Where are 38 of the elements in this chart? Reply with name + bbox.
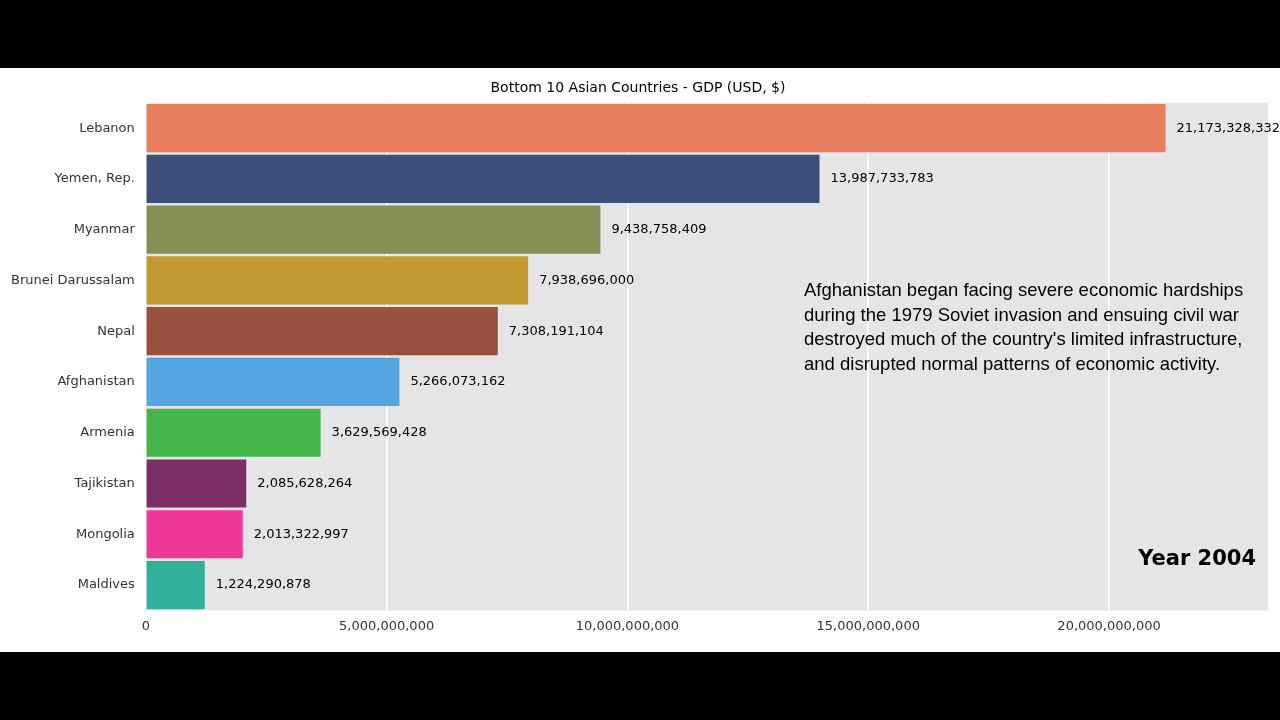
y-tick-label: Myanmar <box>73 221 136 237</box>
data-label: 2,013,322,997 <box>253 525 349 541</box>
data-label: 21,173,328,332 <box>1176 119 1280 135</box>
bar <box>146 357 400 407</box>
data-label: 3,629,569,428 <box>331 424 427 440</box>
y-tick-label: Maldives <box>77 576 136 592</box>
chart-title: Bottom 10 Asian Countries - GDP (USD, $) <box>490 79 786 96</box>
annotation: Year 2004 <box>1138 546 1256 570</box>
bar <box>146 154 820 204</box>
y-tick-label: Armenia <box>80 424 135 440</box>
bar <box>146 205 601 254</box>
bar <box>146 459 247 508</box>
y-tick-label: Yemen, Rep. <box>53 170 135 186</box>
x-tick-label: 20,000,000,000 <box>1057 617 1161 633</box>
bar <box>146 560 205 610</box>
data-label: 7,308,191,104 <box>508 322 604 338</box>
y-tick-label: Afghanistan <box>57 373 135 389</box>
data-label: 7,938,696,000 <box>539 271 635 287</box>
x-tick-label: 10,000,000,000 <box>575 617 680 633</box>
data-label: 9,438,758,409 <box>611 221 707 237</box>
x-tick-label: 0 <box>141 617 150 633</box>
data-label: 2,085,628,264 <box>257 474 353 490</box>
x-tick-label: 5,000,000,000 <box>339 617 435 633</box>
bar <box>146 256 529 305</box>
annotation: Afghanistan began facing severe economic hardships during the 1979 Soviet invasion and ensuing civil war destroyed much of the country's limited infrastructure, and disrupted normal patterns of economic activity. <box>804 278 1245 376</box>
y-tick-label: Lebanon <box>79 119 135 135</box>
bar <box>146 307 498 356</box>
data-label: 1,224,290,878 <box>215 576 311 592</box>
y-tick-label: Brunei Darussalam <box>10 271 135 287</box>
bar <box>146 408 321 457</box>
bar <box>146 510 243 559</box>
y-tick-label: Tajikistan <box>73 474 135 490</box>
x-tick-label: 15,000,000,000 <box>816 617 920 633</box>
data-label: 13,987,733,783 <box>830 170 934 186</box>
y-tick-label: Nepal <box>97 322 135 338</box>
y-tick-label: Mongolia <box>75 525 135 541</box>
bar <box>146 104 1166 153</box>
data-label: 5,266,073,162 <box>410 373 506 389</box>
